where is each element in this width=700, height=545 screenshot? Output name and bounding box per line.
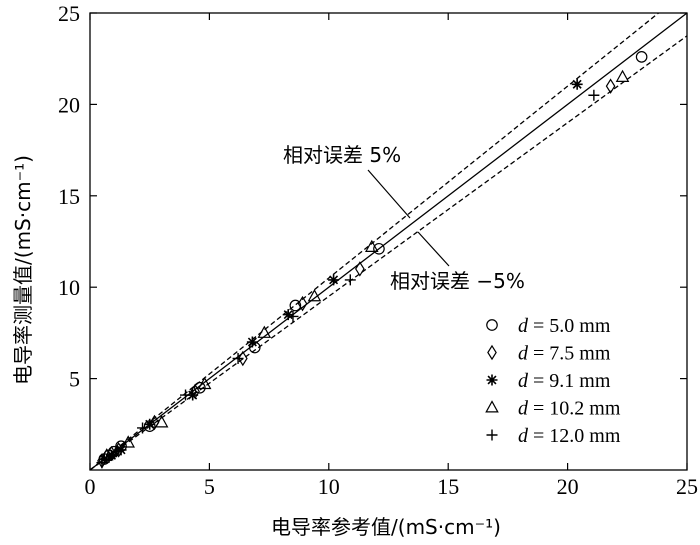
legend-marker-0 xyxy=(486,319,498,331)
legend-value-4: = 12.0 mm xyxy=(528,425,621,447)
axis-ticks: 0 5 10 15 20 25 5 10 15 20 25 xyxy=(58,1,698,499)
plot-frame xyxy=(89,12,688,471)
point-2-5 xyxy=(246,336,258,348)
point-3-4 xyxy=(257,325,272,338)
point-2-8 xyxy=(571,78,583,90)
legend-var-1: d xyxy=(518,343,529,365)
legend-var-2: d xyxy=(518,370,529,392)
y-tick-label-15: 15 xyxy=(58,184,80,209)
point-4-1 xyxy=(103,451,115,463)
point-3-6 xyxy=(364,239,379,252)
x-tick-label-0: 0 xyxy=(85,474,96,499)
legend-label-0: d = 5.0 mm xyxy=(518,315,611,337)
series-4 xyxy=(96,89,600,469)
x-tick-label-20: 20 xyxy=(557,474,579,499)
legend-label-2: d = 9.1 mm xyxy=(518,370,611,392)
legend-value-3: = 10.2 mm xyxy=(528,398,621,420)
legend-var-4: d xyxy=(518,425,529,447)
y-tick-label-25: 25 xyxy=(58,1,80,26)
legend-item-3: d = 10.2 mm xyxy=(485,398,621,420)
point-2-1 xyxy=(105,449,117,461)
point-3-3 xyxy=(197,376,212,390)
point-0-5 xyxy=(194,381,206,394)
y-tick-label-20: 20 xyxy=(58,92,80,117)
point-4-4 xyxy=(180,389,192,401)
y-axis-title: 电导率测量值/(mS·cm⁻¹) xyxy=(11,155,35,385)
x-tick-label-25: 25 xyxy=(676,474,698,499)
point-0-8 xyxy=(373,242,385,255)
point-1-3 xyxy=(149,414,160,431)
series-3 xyxy=(99,69,630,461)
point-2-4 xyxy=(187,389,199,401)
point-2-7 xyxy=(328,274,340,286)
reference-line-1 xyxy=(89,12,659,471)
legend-label-1: d = 7.5 mm xyxy=(518,343,611,365)
annotation-plus5-leader xyxy=(367,169,411,219)
point-1-6 xyxy=(297,295,308,312)
legend-marker-3 xyxy=(485,400,499,413)
point-2-3 xyxy=(144,418,156,430)
point-3-5 xyxy=(307,289,322,302)
annotation-plus5: 相对误差 5% xyxy=(283,143,401,167)
x-tick-label-5: 5 xyxy=(204,474,215,499)
reference-line-0 xyxy=(89,12,688,471)
point-1-8 xyxy=(605,78,616,94)
legend-item-4: d = 12.0 mm xyxy=(486,425,621,447)
x-axis-title: 电导率参考值/(mS·cm⁻¹) xyxy=(271,515,501,539)
y-tick-label-5: 5 xyxy=(69,367,80,392)
plot-border xyxy=(89,12,688,471)
x-tick-label-10: 10 xyxy=(318,474,340,499)
legend-item-2: d = 9.1 mm xyxy=(486,370,611,392)
legend-marker-2 xyxy=(486,374,498,386)
point-4-5 xyxy=(232,352,244,364)
legend-marker-1 xyxy=(487,344,497,361)
point-2-6 xyxy=(282,309,294,321)
point-4-0 xyxy=(96,457,108,469)
legend-label-3: d = 10.2 mm xyxy=(518,398,621,420)
point-4-8 xyxy=(588,89,600,101)
legend: d = 5.0 mmd = 7.5 mmd = 9.1 mmd = 10.2 m… xyxy=(485,315,621,447)
series-2 xyxy=(98,78,583,465)
point-0-9 xyxy=(635,51,648,63)
x-tick-label-15: 15 xyxy=(437,474,459,499)
point-4-2 xyxy=(110,446,122,458)
point-2-2 xyxy=(115,444,127,456)
legend-value-1: = 7.5 mm xyxy=(528,343,611,365)
annotation-minus5-leader xyxy=(417,231,450,267)
point-4-7 xyxy=(344,274,356,286)
point-2-0 xyxy=(98,453,110,465)
point-3-1 xyxy=(121,435,136,448)
point-0-7 xyxy=(289,299,302,312)
legend-value-0: = 5.0 mm xyxy=(528,315,611,337)
data-points xyxy=(96,51,648,469)
point-1-7 xyxy=(355,261,365,277)
point-4-3 xyxy=(137,422,149,434)
legend-label-4: d = 12.0 mm xyxy=(518,425,621,447)
y-tick-label-10: 10 xyxy=(58,275,80,300)
legend-var-3: d xyxy=(518,398,529,420)
legend-marker-4 xyxy=(486,429,498,441)
legend-value-2: = 9.1 mm xyxy=(528,370,611,392)
legend-item-1: d = 7.5 mm xyxy=(487,343,611,365)
point-3-7 xyxy=(615,69,630,82)
point-4-6 xyxy=(287,310,299,322)
point-1-5 xyxy=(237,350,248,367)
point-3-2 xyxy=(154,415,169,428)
annotation-minus5: 相对误差 −5% xyxy=(390,269,525,293)
legend-item-0: d = 5.0 mm xyxy=(486,315,611,337)
legend-var-0: d xyxy=(518,315,529,337)
